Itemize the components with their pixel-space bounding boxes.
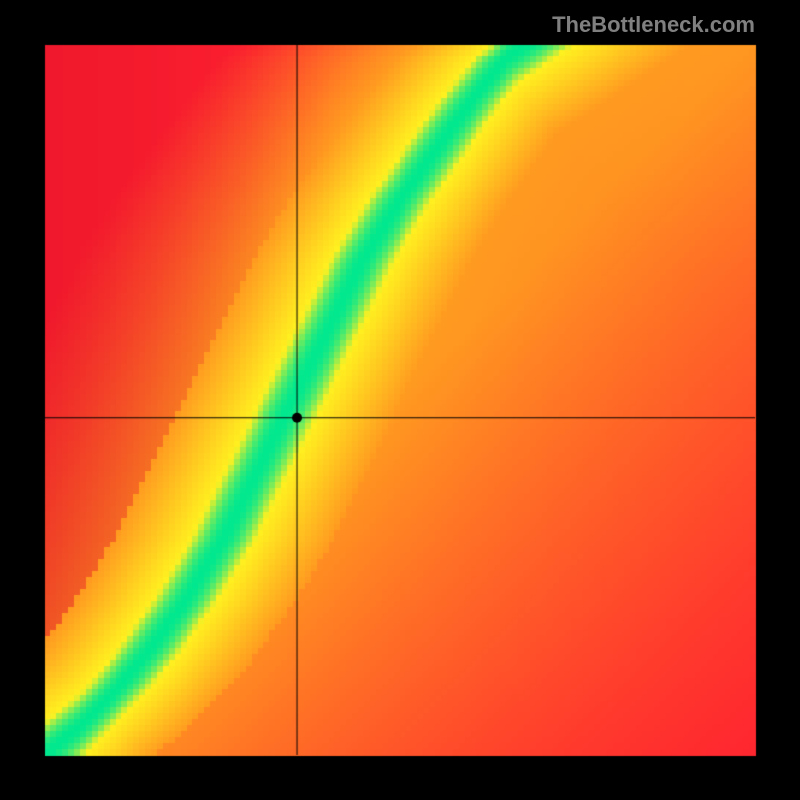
watermark-text: TheBottleneck.com [552,12,755,38]
chart-container: TheBottleneck.com [0,0,800,800]
bottleneck-heatmap [0,0,800,800]
